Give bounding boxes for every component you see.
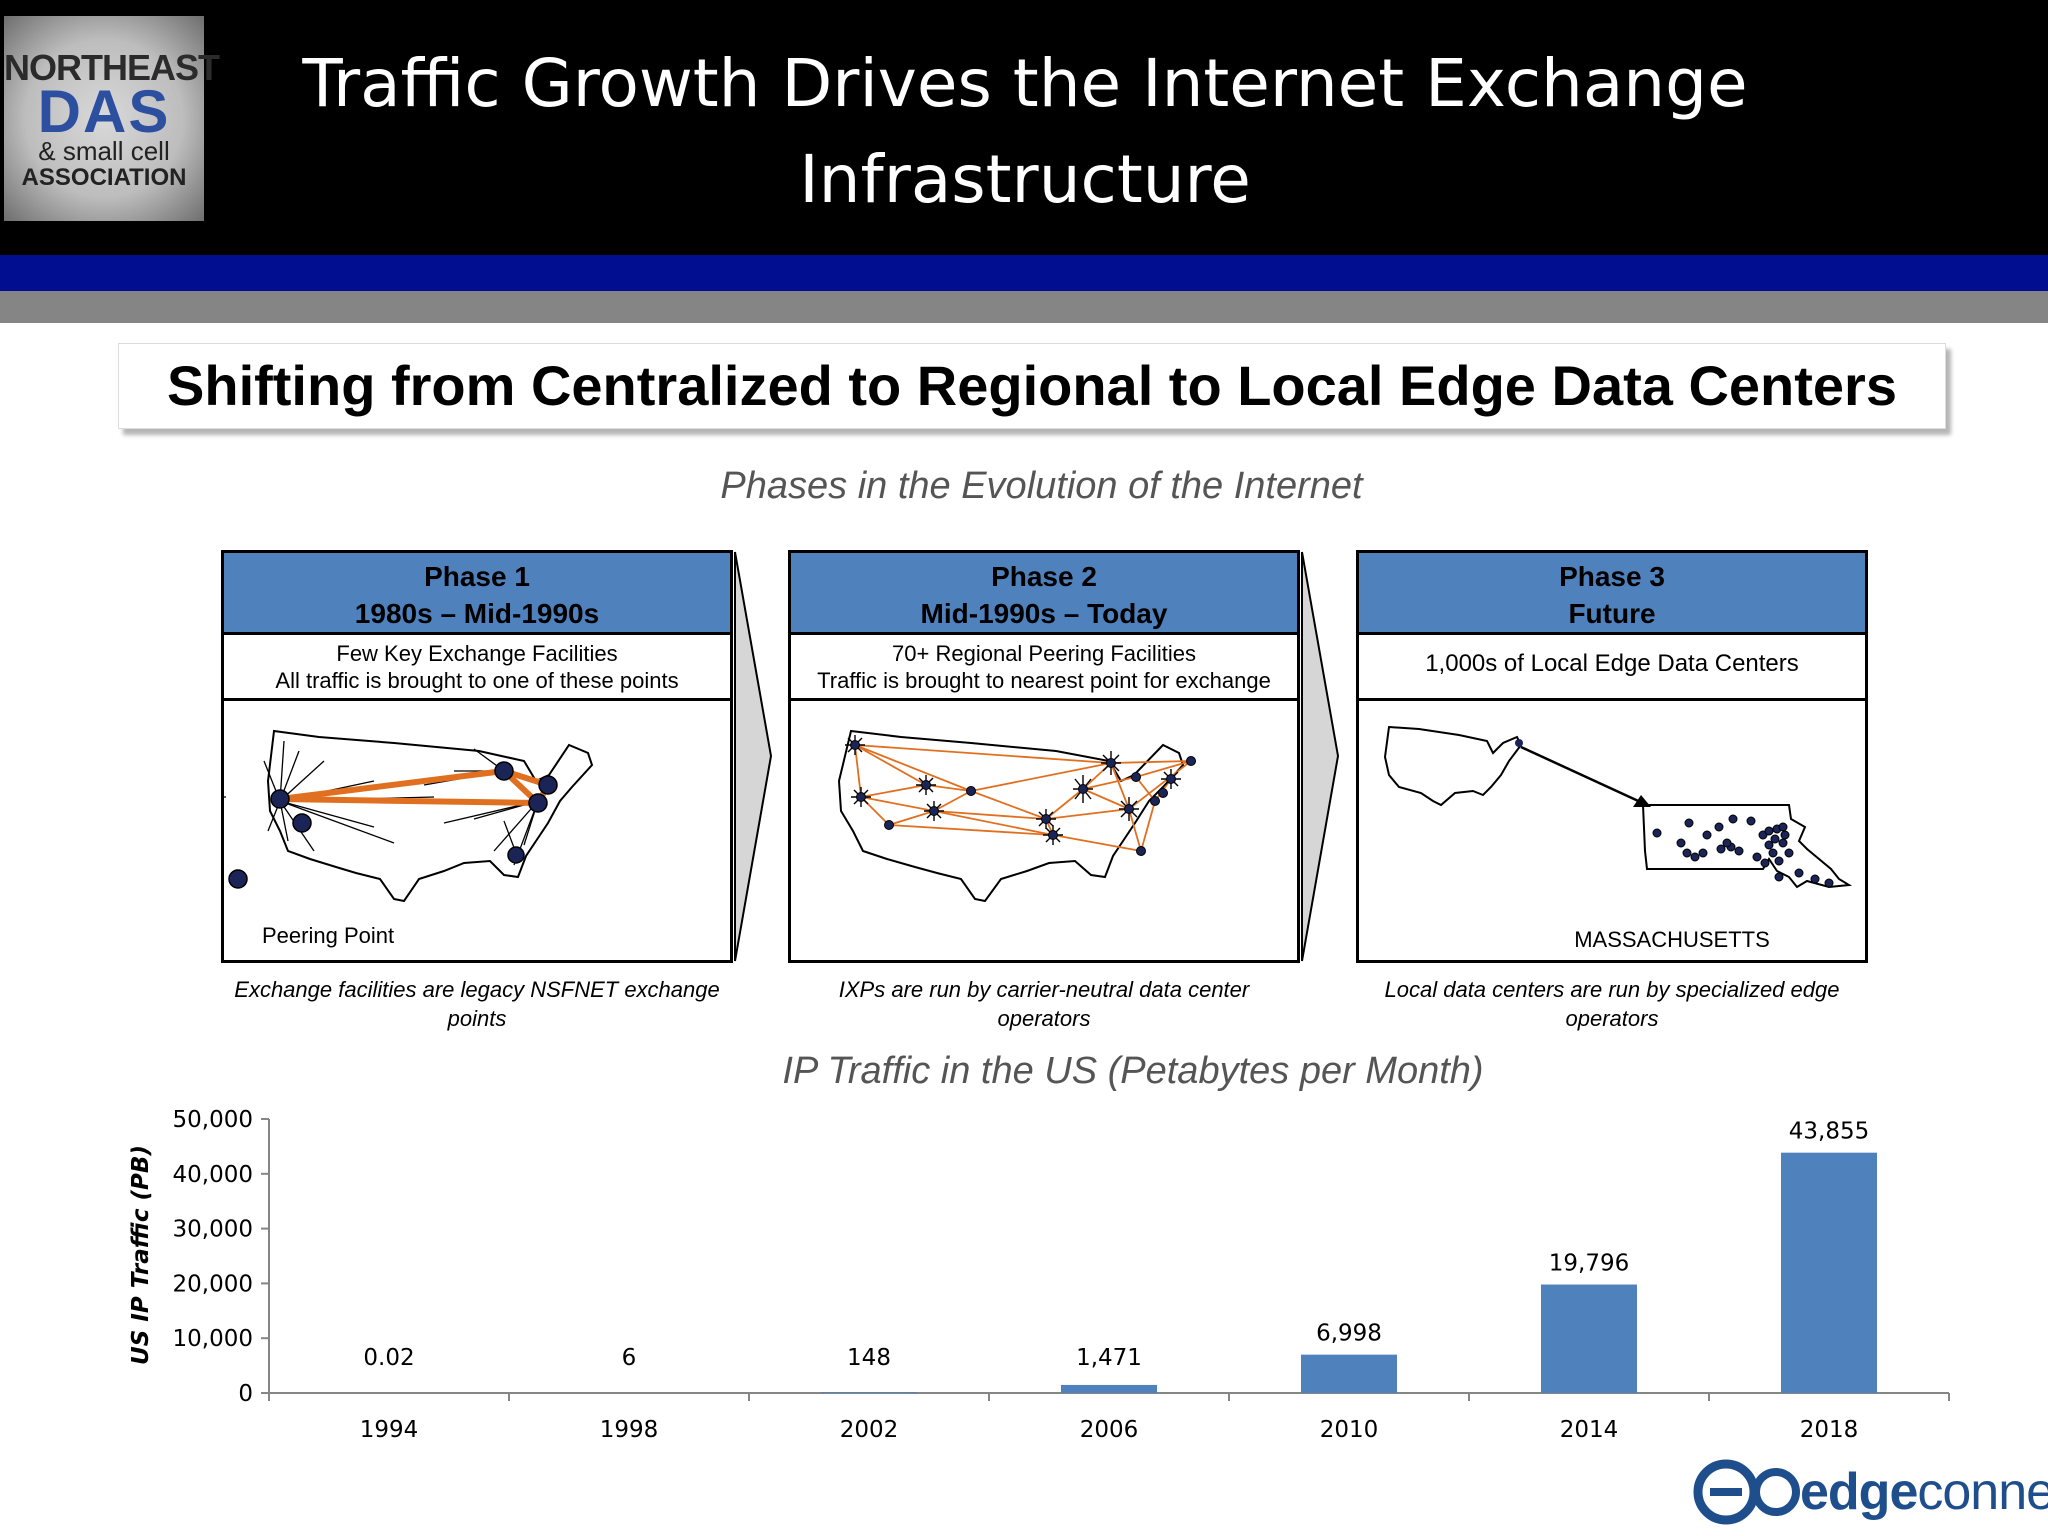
phase-2-peering-points [850, 740, 1196, 856]
phase-3-map: MASSACHUSETTS [1359, 701, 1865, 957]
x-tick-label-1998: 1998 [600, 1417, 659, 1443]
data-label-1998: 6 [622, 1345, 637, 1371]
chart-title: IP Traffic in the US (Petabytes per Mont… [782, 1050, 1484, 1092]
phase-2-panel: Phase 2 Mid-1990s – Today 70+ Regional P… [788, 550, 1300, 963]
phase-1-caption: Exchange facilities are legacy NSFNET ex… [221, 975, 733, 1033]
massachusetts-locator-dot [1515, 739, 1523, 747]
phase-2-period: Mid-1990s – Today [920, 598, 1168, 629]
bar-2010 [1301, 1354, 1397, 1393]
phase-1-caption-line1: Exchange facilities are legacy NSFNET ex… [234, 977, 720, 1002]
legend-peering-point-icon [228, 869, 248, 889]
data-label-2010: 6,998 [1316, 1321, 1382, 1347]
phase-2-map [791, 701, 1297, 957]
phase-3-description: 1,000s of Local Edge Data Centers [1359, 635, 1865, 701]
phase-2-caption: IXPs are run by carrier-neutral data cen… [788, 975, 1300, 1033]
phase-2-desc-line1: 70+ Regional Peering Facilities [892, 641, 1196, 666]
phase-2-caption-line1: IXPs are run by carrier-neutral data cen… [838, 977, 1250, 1002]
y-tick-label: 30,000 [173, 1217, 253, 1243]
phase-1-us-map [224, 729, 594, 903]
x-tick-label-2002: 2002 [840, 1417, 899, 1443]
data-label-2018: 43,855 [1789, 1119, 1869, 1145]
x-tick-label-2014: 2014 [1560, 1417, 1619, 1443]
edgeconnex-wordmark: edgeconnex [1800, 1462, 2048, 1522]
phase-2-us-map [837, 729, 1196, 903]
bar-2006 [1061, 1384, 1157, 1393]
phase-1-caption-line2: points [447, 1006, 507, 1031]
slide-subtitle: Shifting from Centralized to Regional to… [167, 354, 1897, 417]
phase-3-edge-data-centers [1652, 814, 1834, 888]
wordmark-connex: connex [1917, 1463, 2048, 1521]
phase-1-description: Few Key Exchange Facilities All traffic … [224, 635, 730, 701]
ip-traffic-bar-chart: 0 10,000 20,000 30,000 40,000 50,000 0.02 1994… [128, 1107, 1950, 1443]
phase-3-caption-line2: operators [1565, 1006, 1659, 1031]
phase-1-header: Phase 1 1980s – Mid-1990s [224, 553, 730, 635]
phase-3-maps [1383, 725, 1853, 889]
slide-title: Traffic Growth Drives the Internet Excha… [250, 36, 1800, 228]
x-tick-label-1994: 1994 [360, 1417, 419, 1443]
phase-1-name: Phase 1 [424, 561, 530, 592]
bar-2018 [1781, 1152, 1877, 1393]
data-label-2014: 19,796 [1549, 1251, 1629, 1277]
logo-line-northeast: NORTHEAST [4, 47, 220, 88]
y-tick-label: 0 [238, 1381, 253, 1407]
phase-2-header: Phase 2 Mid-1990s – Today [791, 553, 1297, 635]
edgeconnex-logo-icon [1693, 1459, 1800, 1525]
subtitle-box: Shifting from Centralized to Regional to… [118, 343, 1946, 429]
logo-line-association: ASSOCIATION [21, 164, 187, 191]
y-tick-label: 40,000 [173, 1162, 253, 1188]
wordmark-edge: edge [1800, 1463, 1918, 1521]
x-tick-label-2010: 2010 [1320, 1417, 1379, 1443]
y-tick-label: 20,000 [173, 1271, 253, 1297]
logo-line-small-cell: & small cell [38, 136, 170, 166]
data-label-2002: 148 [847, 1345, 891, 1371]
phase-2-desc-line2: Traffic is brought to nearest point for … [817, 668, 1271, 693]
x-tick-label-2018: 2018 [1800, 1417, 1859, 1443]
phase-2-description: 70+ Regional Peering Facilities Traffic … [791, 635, 1297, 701]
phase-1-panel: Phase 1 1980s – Mid-1990s Few Key Exchan… [221, 550, 733, 963]
x-tick-label-2006: 2006 [1080, 1417, 1139, 1443]
chevron-arrow-icon-2 [1301, 551, 1340, 962]
data-label-1994: 0.02 [363, 1345, 414, 1371]
phase-3-panel: Phase 3 Future 1,000s of Local Edge Data… [1356, 550, 1868, 963]
phase-3-period: Future [1568, 598, 1656, 629]
massachusetts-outline [1641, 804, 1853, 889]
phase-3-header: Phase 3 Future [1359, 553, 1865, 635]
header-bar: NORTHEAST DAS & small cell ASSOCIATION T… [0, 0, 2048, 255]
bar-2014 [1541, 1284, 1637, 1393]
phase-2-caption-line2: operators [997, 1006, 1091, 1031]
phase-1-desc-line1: Few Key Exchange Facilities [336, 641, 618, 666]
us-outline [266, 729, 594, 903]
phase-1-peering-points [228, 761, 558, 889]
phase-3-desc-line1: 1,000s of Local Edge Data Centers [1425, 650, 1799, 677]
phases-title: Phases in the Evolution of the Internet [720, 465, 1363, 507]
us-outline-small [1383, 725, 1523, 807]
phase-3-caption-line1: Local data centers are run by specialize… [1384, 977, 1840, 1002]
gray-band [0, 291, 2048, 323]
phase-2-name: Phase 2 [991, 561, 1097, 592]
bar-2002 [821, 1392, 917, 1393]
x-ticks [268, 1393, 1950, 1401]
phase-2-links [854, 744, 1192, 852]
phase-3-caption: Local data centers are run by specialize… [1356, 975, 1868, 1033]
slide-title-line1: Traffic Growth Drives the Internet Excha… [302, 45, 1748, 122]
massachusetts-label: MASSACHUSETTS [1574, 927, 1770, 952]
phase-3-name: Phase 3 [1559, 561, 1665, 592]
northeast-das-logo: NORTHEAST DAS & small cell ASSOCIATION [4, 16, 220, 221]
y-ticks: 0 10,000 20,000 30,000 40,000 50,000 [173, 1107, 269, 1407]
y-tick-label: 50,000 [173, 1107, 253, 1133]
blue-band [0, 255, 2048, 291]
slide-title-line2: Infrastructure [799, 141, 1251, 218]
phase-1-desc-line2: All traffic is brought to one of these p… [275, 668, 679, 693]
logo-line-das: DAS [37, 78, 171, 145]
legend-peering-point-label: Peering Point [262, 923, 395, 948]
bars: 0.02 1994 6 1998 148 2002 1,471 2006 6,998 2010 19… [341, 1119, 1877, 1443]
y-tick-label: 10,000 [173, 1326, 253, 1352]
data-label-2006: 1,471 [1076, 1345, 1142, 1371]
phase-1-period: 1980s – Mid-1990s [354, 598, 600, 629]
phase-1-map: Peering Point [224, 701, 730, 957]
chevron-arrow-icon-1 [734, 551, 773, 962]
y-axis-label: US IP Traffic (PB) [128, 1145, 154, 1365]
zoom-arrow [1520, 745, 1648, 807]
